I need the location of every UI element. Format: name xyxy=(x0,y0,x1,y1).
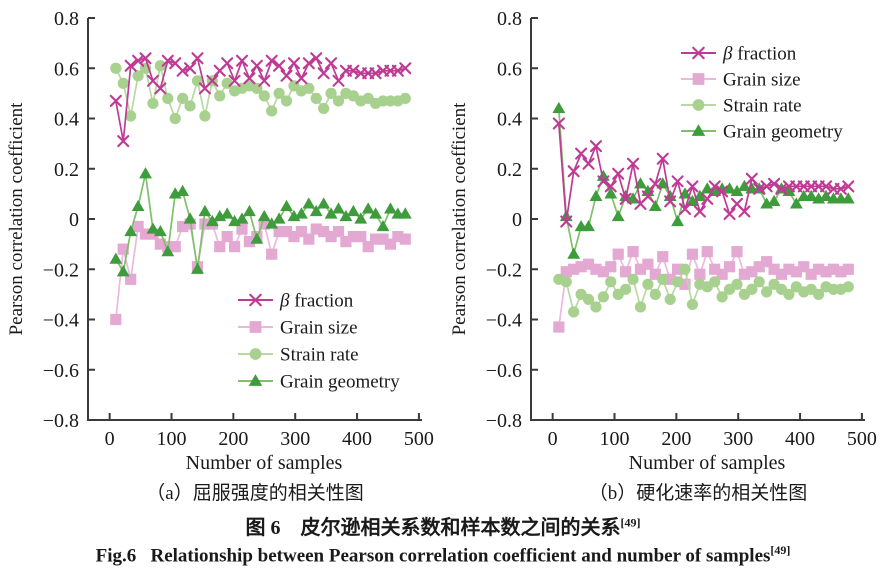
x-tick-label: 400 xyxy=(785,428,815,450)
y-tick-label: 0.6 xyxy=(54,58,79,80)
x-tick-label: 0 xyxy=(105,428,115,450)
y-tick-label: −0.2 xyxy=(43,259,79,281)
y-tick-label: 0.8 xyxy=(497,8,522,30)
x-tick-label: 500 xyxy=(404,428,434,450)
legend-label: β fraction xyxy=(279,291,354,312)
caption-en-text: Fig.6 Relationship between Pearson corre… xyxy=(95,545,771,567)
y-tick-label: −0.6 xyxy=(486,360,522,382)
caption-zh-ref: [49] xyxy=(620,515,641,530)
y-tick-label: 0.4 xyxy=(497,109,522,131)
series-square xyxy=(553,246,854,333)
legend-label: Grain geometry xyxy=(723,122,843,143)
y-tick-label: 0 xyxy=(69,209,79,231)
legend-label: Strain rate xyxy=(280,345,359,366)
xlabel-a: Number of samples xyxy=(185,452,343,474)
caption-zh-text: 图 6 皮尔逊相关系数和样本数之间的关系 xyxy=(245,517,621,539)
axes: 0.8 0.6 0.4 0.2 0 −0.2 −0.4 −0.6 −0.8 0 100 200 300 4… xyxy=(486,8,877,450)
panel-b: 0.8 0.6 0.4 0.2 0 −0.2 −0.4 −0.6 −0.8 0 100 200 300 4… xyxy=(443,0,886,505)
series-circle xyxy=(553,263,854,318)
y-tick-label: −0.8 xyxy=(43,410,79,432)
y-tick-label: 0.2 xyxy=(497,159,522,181)
y-tick-label: −0.2 xyxy=(486,259,522,281)
y-tick-label: 0 xyxy=(512,209,522,231)
xlabel-b: Number of samples xyxy=(628,452,786,474)
x-tick-label: 100 xyxy=(157,428,187,450)
subcaption-a: （a）屈服强度的相关性图 xyxy=(146,483,364,504)
x-tick-label: 0 xyxy=(548,428,558,450)
y-axis-label: Pearson correlation coefficient xyxy=(6,102,27,336)
legend-label: Grain geometry xyxy=(280,372,400,393)
chart-a-plot: 0.8 0.6 0.4 0.2 0 −0.2 −0.4 −0.6 −0.8 0 100 200 300 4… xyxy=(6,8,434,450)
y-tick-label: −0.8 xyxy=(486,410,522,432)
x-tick-label: 200 xyxy=(661,428,691,450)
subcaption-b: （b）硬化速率的相关性图 xyxy=(588,483,808,504)
y-tick-label: 0.8 xyxy=(54,8,79,30)
legend: β fraction Grain size Strain rate Grain geo… xyxy=(238,291,400,393)
series-x xyxy=(109,52,412,148)
y-tick-label: −0.4 xyxy=(486,310,522,332)
legend: β fraction Grain size Strain rate Grain geo… xyxy=(681,44,843,143)
axes: 0.8 0.6 0.4 0.2 0 −0.2 −0.4 −0.6 −0.8 0 100 200 300 4… xyxy=(43,8,434,450)
y-tick-label: −0.4 xyxy=(43,310,79,332)
y-tick-label: 0.4 xyxy=(54,109,79,131)
y-tick-label: −0.6 xyxy=(43,360,79,382)
panel-a: 0.8 0.6 0.4 0.2 0 −0.2 −0.4 −0.6 −0.8 0 100 200 300 4… xyxy=(0,0,443,505)
x-tick-label: 500 xyxy=(847,428,877,450)
x-tick-label: 300 xyxy=(280,428,310,450)
x-tick-label: 100 xyxy=(600,428,630,450)
legend-label: Strain rate xyxy=(723,96,802,117)
series-triangle xyxy=(109,167,412,277)
caption-en-ref: [49] xyxy=(770,543,791,557)
legend-label: Grain size xyxy=(280,318,358,339)
legend-label: β fraction xyxy=(722,44,797,65)
x-tick-label: 400 xyxy=(342,428,372,450)
caption-zh: 图 6 皮尔逊相关系数和样本数之间的关系[49] xyxy=(0,511,886,540)
legend-label: Grain size xyxy=(723,70,801,91)
series-x xyxy=(552,117,855,228)
chart-b-plot: 0.8 0.6 0.4 0.2 0 −0.2 −0.4 −0.6 −0.8 0 100 200 300 4… xyxy=(449,8,877,450)
series-circle xyxy=(110,60,411,125)
caption-en: Fig.6 Relationship between Pearson corre… xyxy=(0,543,886,567)
y-tick-label: 0.6 xyxy=(497,58,522,80)
x-tick-label: 200 xyxy=(218,428,248,450)
series-triangle xyxy=(552,101,855,259)
y-axis-label: Pearson correlation coefficient xyxy=(449,102,470,336)
y-tick-label: 0.2 xyxy=(54,159,79,181)
x-tick-label: 300 xyxy=(723,428,753,450)
